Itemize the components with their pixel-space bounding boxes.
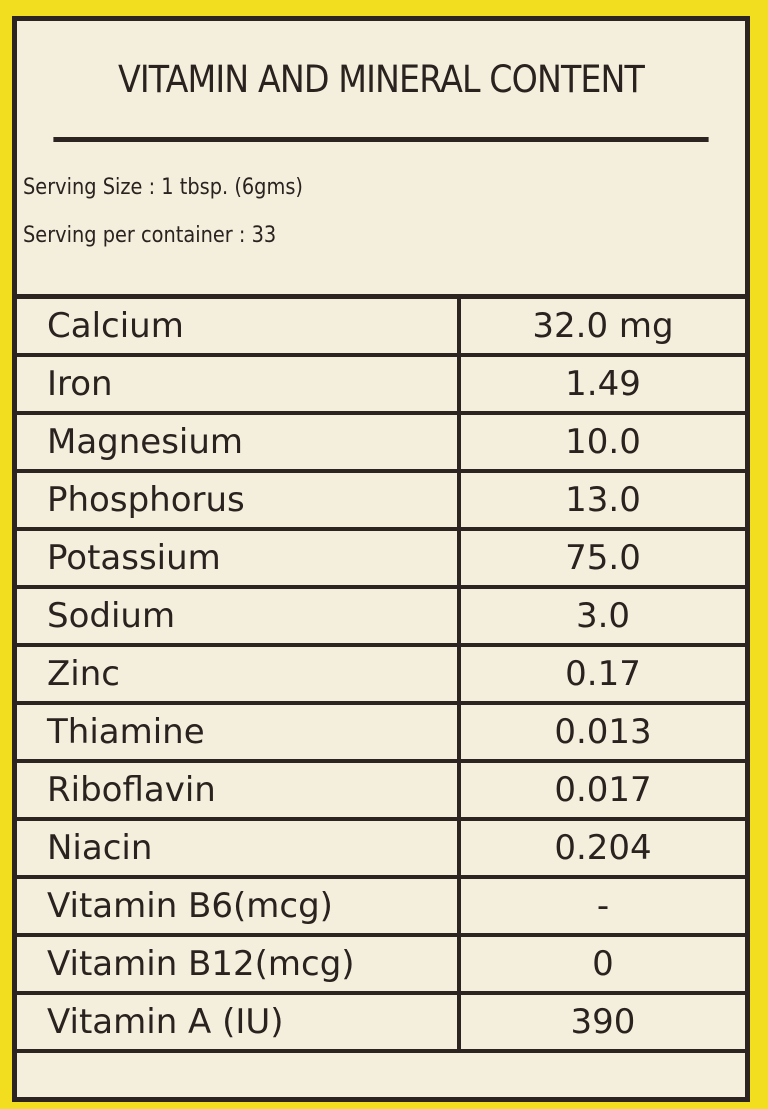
nutrient-value: 0.204 [457, 817, 745, 879]
table-row: Riboflavin 0.017 [17, 759, 745, 821]
table-row: Thiamine 0.013 [17, 701, 745, 763]
nutrient-value: 0 [457, 933, 745, 995]
nutrient-name: Phosphorus [17, 469, 461, 531]
nutrient-name: Calcium [17, 299, 461, 357]
nutrient-name: Thiamine [17, 701, 461, 763]
table-row: Potassium 75.0 [17, 527, 745, 589]
nutrient-name: Sodium [17, 585, 461, 647]
table-row: Magnesium 10.0 [17, 411, 745, 473]
nutrient-value: 75.0 [457, 527, 745, 589]
table-row: Sodium 3.0 [17, 585, 745, 647]
table-row: Phosphorus 13.0 [17, 469, 745, 531]
nutrient-name: Magnesium [17, 411, 461, 473]
nutrient-name: Niacin [17, 817, 461, 879]
nutrient-value: 1.49 [457, 353, 745, 415]
nutrient-value: 3.0 [457, 585, 745, 647]
nutrient-name: Zinc [17, 643, 461, 705]
table-row: Vitamin A (IU) 390 [17, 991, 745, 1053]
nutrient-name: Vitamin B6(mcg) [17, 875, 461, 937]
nutrient-name: Riboflavin [17, 759, 461, 821]
table-row: Vitamin B12(mcg) 0 [17, 933, 745, 995]
servings-per-container: Serving per container : 33 [23, 223, 277, 248]
nutrient-value: 0.017 [457, 759, 745, 821]
nutrient-value: - [457, 875, 745, 937]
nutrient-name: Potassium [17, 527, 461, 589]
nutrient-table: Calcium 32.0 mg Iron 1.49 Magnesium 10.0 Phosp… [17, 299, 745, 1053]
nutrient-value: 390 [457, 991, 745, 1053]
nutrient-name: Vitamin A (IU) [17, 991, 461, 1053]
table-row: Niacin 0.204 [17, 817, 745, 879]
label-title: VITAMIN AND MINERAL CONTENT [53, 21, 709, 142]
nutrient-value: 0.17 [457, 643, 745, 705]
nutrient-value: 13.0 [457, 469, 745, 531]
table-row: Vitamin B6(mcg) - [17, 875, 745, 937]
table-row: Zinc 0.17 [17, 643, 745, 705]
nutrient-name: Vitamin B12(mcg) [17, 933, 461, 995]
nutrition-label: VITAMIN AND MINERAL CONTENT Serving Size… [12, 16, 750, 1102]
table-row: Calcium 32.0 mg [17, 299, 745, 357]
serving-info: Serving Size : 1 tbsp. (6gms) Serving pe… [17, 142, 745, 299]
nutrient-value: 32.0 mg [457, 299, 745, 357]
table-row: Iron 1.49 [17, 353, 745, 415]
nutrient-value: 0.013 [457, 701, 745, 763]
serving-size: Serving Size : 1 tbsp. (6gms) [23, 175, 303, 200]
nutrient-value: 10.0 [457, 411, 745, 473]
nutrient-name: Iron [17, 353, 461, 415]
